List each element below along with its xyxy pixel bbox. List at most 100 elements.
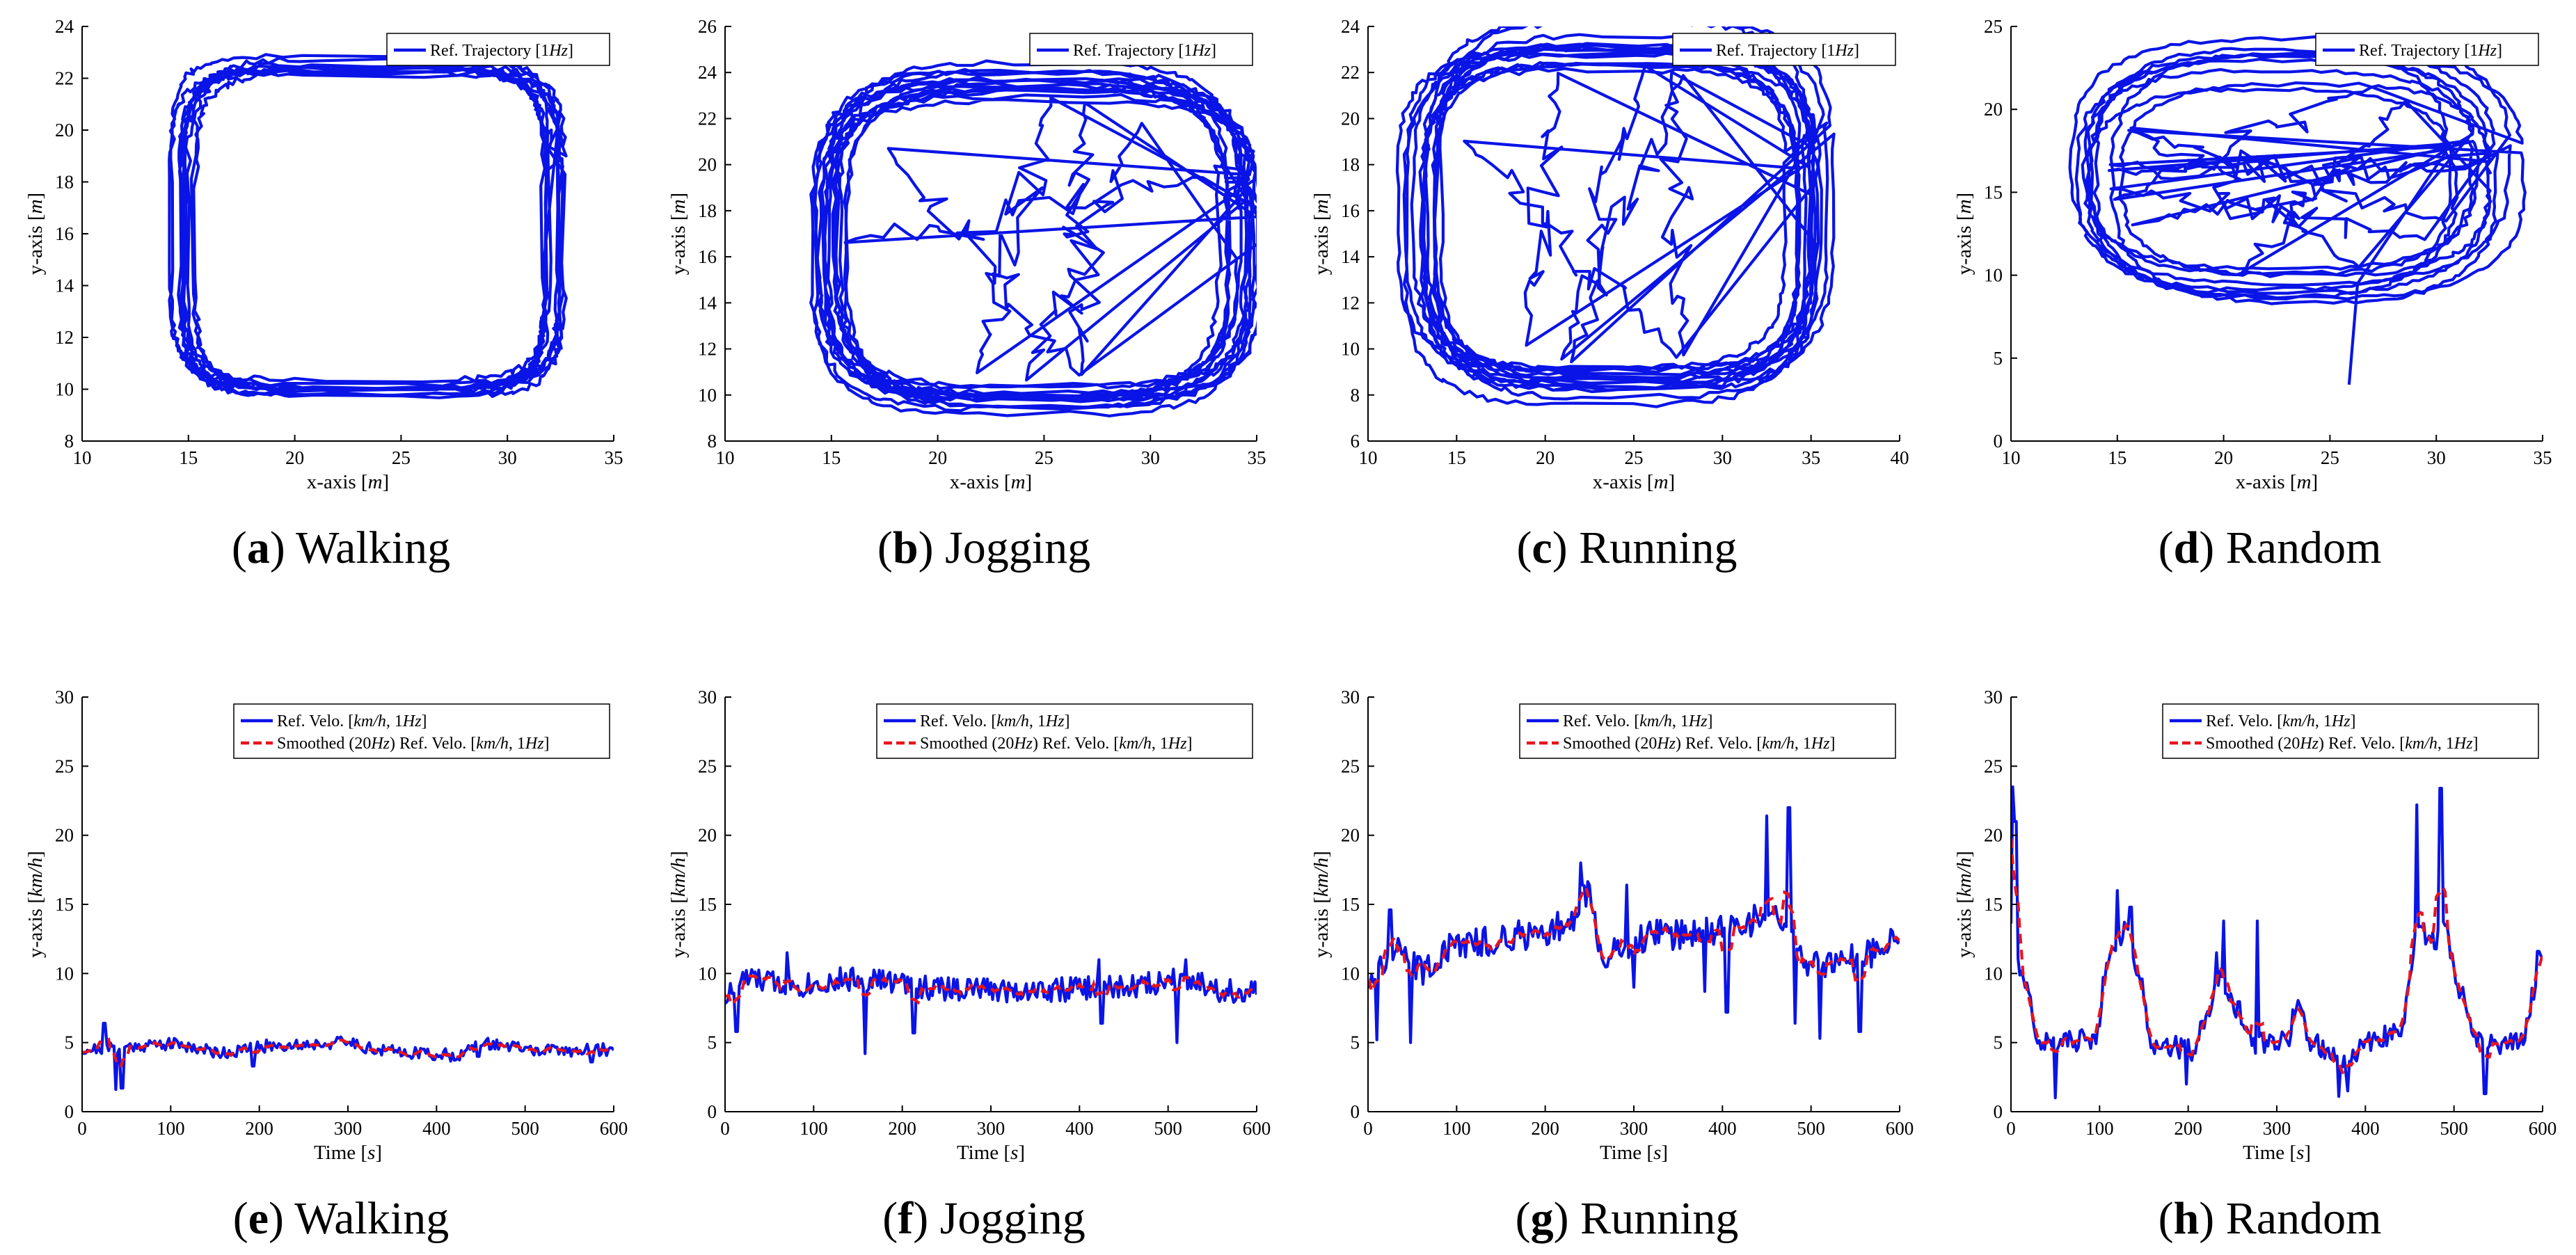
y-tick-label: 5 bbox=[65, 1032, 74, 1053]
y-tick-label: 18 bbox=[698, 200, 717, 221]
x-axis-label: x-axis [m] bbox=[950, 471, 1032, 493]
legend-label-part: km/h bbox=[476, 735, 509, 753]
y-tick-label: 6 bbox=[1351, 431, 1360, 451]
x-axis-label-unit: s bbox=[1653, 1142, 1661, 1164]
legend-label-part: km/h bbox=[996, 712, 1029, 730]
x-tick-label: 15 bbox=[1447, 447, 1466, 468]
x-axis-label-unit: s bbox=[1010, 1142, 1018, 1164]
y-tick-label: 24 bbox=[55, 16, 74, 37]
legend-label-part: , 1 bbox=[2315, 712, 2332, 730]
caption-paren: ) bbox=[2199, 1193, 2225, 1244]
x-tick-label: 200 bbox=[2174, 1118, 2202, 1139]
caption-letter: d bbox=[2174, 522, 2200, 573]
panel-caption: (c) Running bbox=[1516, 522, 1737, 573]
y-tick-label: 25 bbox=[1341, 756, 1360, 776]
y-tick-label: 0 bbox=[708, 1101, 717, 1122]
x-tick-label: 25 bbox=[1625, 447, 1644, 468]
caption-paren: ( bbox=[232, 522, 247, 573]
y-tick-label: 10 bbox=[55, 379, 74, 400]
y-axis-label-close: ] bbox=[667, 851, 690, 858]
caption-paren: ( bbox=[2158, 522, 2174, 573]
y-tick-label: 15 bbox=[1341, 894, 1360, 915]
y-tick-label: 14 bbox=[1341, 246, 1360, 267]
y-tick-label: 5 bbox=[1994, 348, 2003, 369]
y-tick-label: 10 bbox=[698, 963, 717, 984]
y-tick-label: 25 bbox=[55, 756, 74, 776]
caption-paren: ( bbox=[233, 1193, 248, 1244]
legend-label-part: ) Ref. Velo. [ bbox=[1676, 735, 1762, 753]
legend-label: Smoothed (20Hz) Ref. Velo. [km/h, 1Hz] bbox=[1563, 735, 1836, 753]
caption-paren: ) bbox=[1552, 522, 1579, 573]
legend-label: Smoothed (20Hz) Ref. Velo. [km/h, 1Hz] bbox=[2206, 735, 2479, 753]
trajectory-line bbox=[809, 59, 1257, 417]
legend-label-part: , 1 bbox=[1672, 712, 1689, 730]
caption-letter: h bbox=[2174, 1193, 2200, 1244]
y-tick-label: 10 bbox=[1341, 963, 1360, 984]
x-axis-label: Time [s] bbox=[314, 1142, 382, 1164]
smoothed-velocity-line bbox=[725, 974, 1257, 1008]
x-tick-label: 500 bbox=[1154, 1118, 1182, 1139]
x-axis-label-unit: m bbox=[1011, 471, 1026, 493]
y-tick-label: 30 bbox=[1341, 687, 1360, 708]
caption-paren: ( bbox=[1516, 1193, 1531, 1244]
x-tick-label: 600 bbox=[1243, 1118, 1271, 1139]
legend-label-part: , 1 bbox=[1795, 735, 1811, 753]
y-tick-label: 22 bbox=[698, 108, 717, 129]
legend-label-part: km/h bbox=[1119, 735, 1152, 753]
y-axis-label-unit: m bbox=[667, 199, 690, 214]
x-tick-label: 0 bbox=[77, 1118, 87, 1139]
x-axis-label-unit: s bbox=[367, 1142, 375, 1164]
x-axis-label-unit: s bbox=[2296, 1142, 2304, 1164]
legend-box bbox=[1519, 703, 1896, 759]
y-tick-label: 22 bbox=[55, 68, 74, 89]
x-tick-label: 500 bbox=[511, 1118, 539, 1139]
y-axis-label-close: ] bbox=[1310, 851, 1333, 858]
y-tick-label: 10 bbox=[55, 963, 74, 984]
x-tick-label: 25 bbox=[1035, 447, 1054, 468]
caption-paren: ) bbox=[913, 1193, 939, 1244]
x-tick-label: 600 bbox=[600, 1118, 628, 1139]
y-tick-label: 16 bbox=[55, 223, 74, 244]
y-tick-label: 10 bbox=[1341, 339, 1360, 360]
legend-label-part: Hz bbox=[1013, 735, 1033, 753]
ref-velocity-line bbox=[2011, 785, 2543, 1100]
legend-label-part: Hz bbox=[2331, 712, 2351, 730]
legend-label-part: km/h bbox=[353, 712, 386, 730]
smoothed-velocity-line bbox=[82, 1037, 614, 1068]
x-tick-label: 15 bbox=[179, 447, 198, 468]
x-tick-label: 200 bbox=[1531, 1118, 1559, 1139]
x-tick-label: 100 bbox=[1442, 1118, 1471, 1139]
legend-label-part: Ref. Velo. [ bbox=[920, 712, 996, 730]
ref-velocity-line bbox=[82, 1021, 614, 1092]
legend-label-part: Ref. Trajectory [1 bbox=[1716, 42, 1835, 60]
y-tick-label: 10 bbox=[1984, 265, 2003, 286]
panel-caption: (h) Random bbox=[2158, 1193, 2382, 1244]
legend-label: Ref. Trajectory [1Hz] bbox=[2359, 42, 2502, 60]
y-tick-label: 15 bbox=[698, 894, 717, 915]
y-tick-label: 30 bbox=[55, 687, 74, 708]
y-axis-label-close: ] bbox=[667, 193, 690, 200]
legend: Ref. Trajectory [1Hz] bbox=[2315, 33, 2539, 66]
caption-text: Running bbox=[1580, 1193, 1738, 1244]
panel-caption: (b) Jogging bbox=[877, 522, 1090, 573]
y-axis-label: y-axis [m] bbox=[24, 193, 47, 275]
x-tick-label: 20 bbox=[2214, 447, 2233, 468]
legend-label-part: Smoothed (20 bbox=[1563, 735, 1657, 753]
x-axis-label-close: ] bbox=[383, 471, 390, 493]
x-tick-label: 30 bbox=[2427, 447, 2446, 468]
legend-label-part: Smoothed (20 bbox=[277, 735, 371, 753]
x-axis-label: x-axis [m] bbox=[2236, 471, 2318, 493]
caption-paren: ) bbox=[270, 522, 296, 573]
x-tick-label: 600 bbox=[2529, 1118, 2557, 1139]
legend: Ref. Velo. [km/h, 1Hz]Smoothed (20Hz) Re… bbox=[876, 703, 1253, 759]
caption-letter: e bbox=[248, 1193, 269, 1244]
x-axis-label-close: ] bbox=[2304, 1142, 2311, 1164]
legend-label-part: ) Ref. Velo. [ bbox=[1033, 735, 1119, 753]
caption-letter: a bbox=[247, 522, 270, 573]
legend-label-part: Ref. Trajectory [1 bbox=[1073, 42, 1192, 60]
x-axis-label-name: x-axis [ bbox=[950, 471, 1011, 493]
y-tick-label: 12 bbox=[55, 327, 74, 348]
smoothed-velocity-line bbox=[2011, 838, 2543, 1076]
